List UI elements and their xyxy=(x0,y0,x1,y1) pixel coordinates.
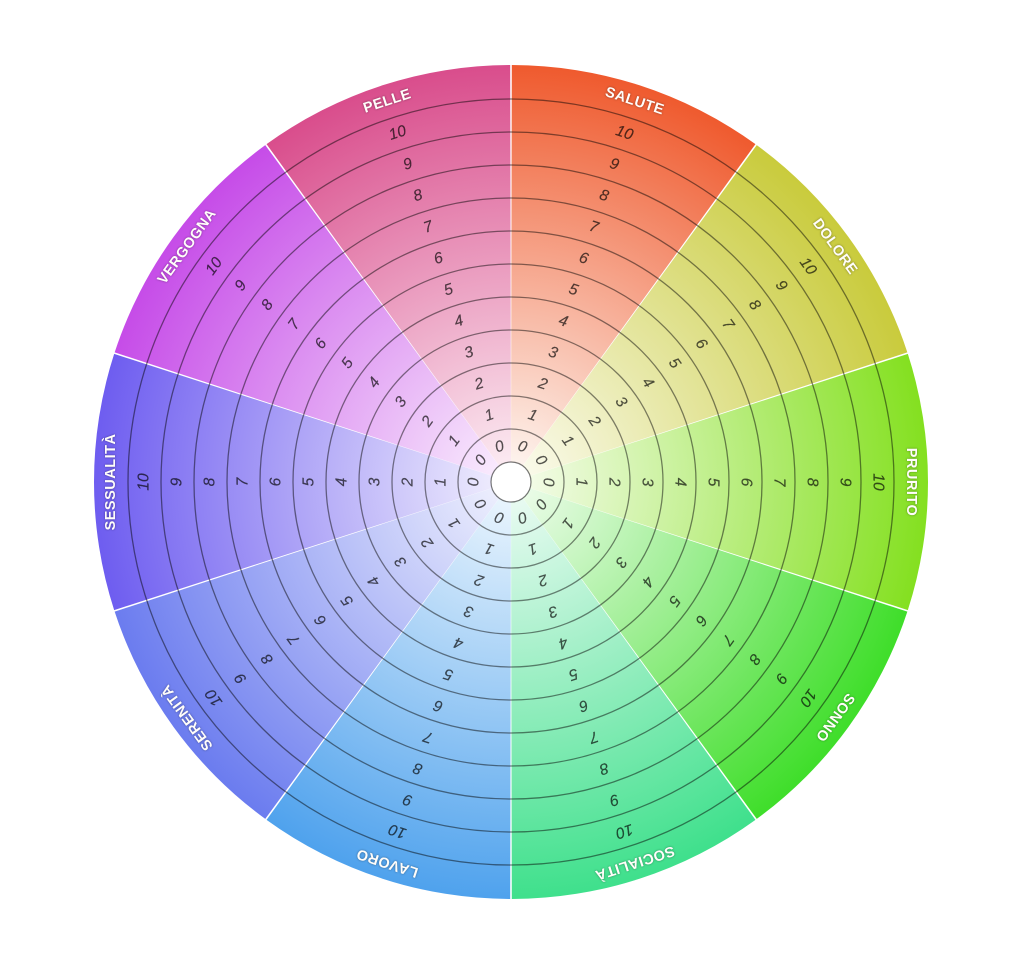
svg-text:7: 7 xyxy=(235,476,252,486)
svg-text:6: 6 xyxy=(737,478,754,487)
svg-text:0: 0 xyxy=(539,478,556,487)
svg-text:4: 4 xyxy=(334,477,351,486)
svg-text:10: 10 xyxy=(136,473,153,491)
svg-text:PRURITO: PRURITO xyxy=(903,448,919,517)
svg-text:3: 3 xyxy=(367,477,384,486)
svg-text:10: 10 xyxy=(869,473,886,491)
svg-text:5: 5 xyxy=(704,478,721,487)
svg-text:3: 3 xyxy=(638,478,655,487)
svg-text:7: 7 xyxy=(770,478,787,488)
svg-text:6: 6 xyxy=(268,477,285,486)
svg-text:1: 1 xyxy=(433,478,450,487)
svg-text:4: 4 xyxy=(671,478,688,487)
svg-text:8: 8 xyxy=(202,477,219,486)
svg-text:0: 0 xyxy=(466,477,483,486)
svg-text:2: 2 xyxy=(400,477,417,487)
svg-text:9: 9 xyxy=(836,478,853,487)
svg-text:2: 2 xyxy=(605,477,622,487)
svg-text:8: 8 xyxy=(803,478,820,487)
svg-text:9: 9 xyxy=(169,477,186,486)
svg-text:5: 5 xyxy=(301,477,318,486)
svg-text:SESSUALITÀ: SESSUALITÀ xyxy=(102,434,119,531)
svg-text:1: 1 xyxy=(572,478,589,487)
